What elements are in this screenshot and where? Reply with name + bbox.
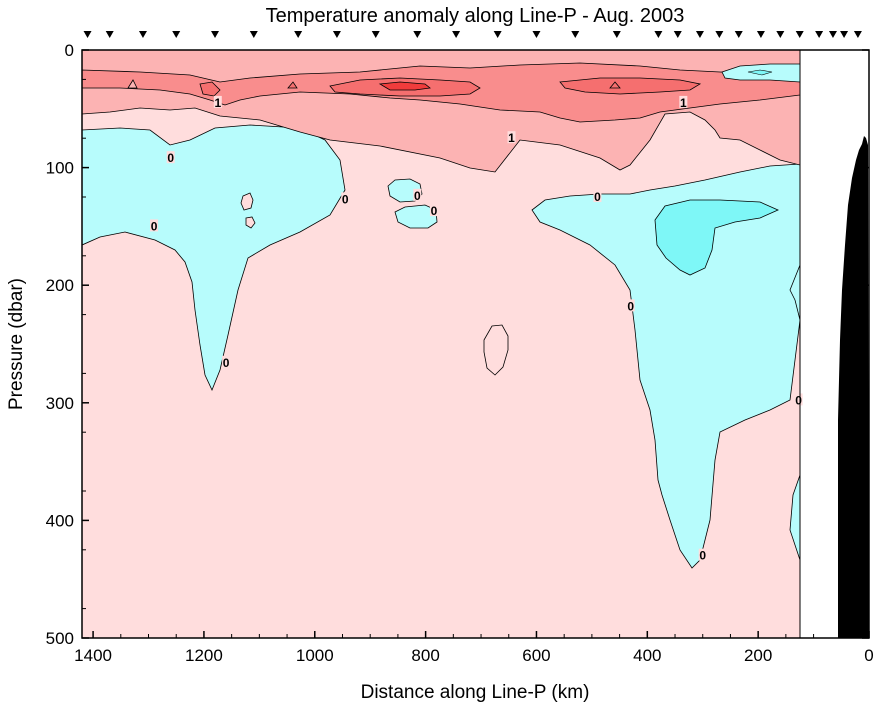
chart-title: Temperature anomaly along Line-P - Aug. …: [266, 5, 685, 27]
station-marker: [332, 31, 341, 38]
station-marker: [532, 31, 541, 38]
contour-label-bg: [626, 299, 635, 312]
region-positive-core: [378, 81, 431, 91]
station-marker: [776, 31, 785, 38]
contour-label: 0: [627, 299, 634, 313]
x-tick-label: 600: [522, 646, 550, 665]
station-marker: [571, 31, 580, 38]
station-marker: [105, 31, 114, 38]
region-positive-3-4-c: [199, 81, 221, 97]
contour-label-bg: [429, 204, 438, 217]
station-marker: [172, 31, 181, 38]
contour-label: 0: [151, 219, 158, 233]
region-positive-3-4-b: [559, 77, 702, 95]
contour-label-bg: [222, 355, 231, 368]
contour-label-bg: [507, 131, 516, 144]
contour-label-bg: [150, 219, 159, 232]
station-marker: [138, 31, 147, 38]
y-tick-label: 300: [46, 394, 74, 413]
contour-field: [82, 50, 800, 638]
station-marker: [756, 31, 765, 38]
contour-label-bg: [166, 151, 175, 164]
contour-label-bg: [698, 548, 707, 561]
station-marker: [371, 31, 380, 38]
contour-label: 0: [342, 192, 349, 206]
station-marker: [828, 31, 837, 38]
contour-label: 1: [680, 96, 687, 110]
region-negative-west: [82, 124, 346, 392]
contour-label: 0: [414, 189, 421, 203]
region-marker-triangle-b: [287, 81, 298, 89]
station-marker: [211, 31, 220, 38]
y-tick-label: 0: [65, 41, 74, 60]
contour-label-bg: [593, 190, 602, 202]
region-negative-northeast-core: [747, 69, 773, 76]
x-tick-label: 1200: [185, 646, 223, 665]
contour-label: 0: [167, 151, 174, 165]
station-marker: [413, 31, 422, 38]
station-marker: [493, 31, 502, 38]
region-negative-mid-b: [394, 204, 438, 229]
contour-label-bg: [794, 393, 803, 406]
y-axis-title: Pressure (dbar): [6, 278, 27, 410]
x-tick-label: 800: [411, 646, 439, 665]
plot-frame: [81, 49, 870, 639]
contour-label: 0: [699, 549, 706, 563]
station-marker: [695, 31, 704, 38]
station-marker: [795, 31, 804, 38]
x-tick-label: 1400: [74, 646, 112, 665]
station-marker: [249, 31, 258, 38]
station-marker: [734, 31, 743, 38]
station-marker: [612, 31, 621, 38]
station-marker: [83, 31, 92, 38]
contour-label-bg: [213, 95, 222, 108]
y-tick-label: 100: [46, 159, 74, 178]
station-marker: [654, 31, 663, 38]
contour-label-bg: [413, 188, 422, 201]
y-tick-label: 500: [46, 629, 74, 648]
region-marker-triangle-a: [127, 79, 138, 89]
contour-label: 0: [431, 204, 438, 218]
contour-label: 0: [223, 356, 230, 370]
station-marker: [673, 31, 682, 38]
station-marker: [853, 31, 862, 38]
region-negative-east-strong: [654, 199, 779, 276]
region-marker-triangle-c: [609, 81, 621, 89]
island-west-b: [245, 216, 256, 229]
region-positive-mid-bump: [483, 324, 509, 376]
station-marker: [452, 31, 461, 38]
x-axis: 1400 1200 1000 800 600 400 200 0: [74, 631, 874, 665]
x-axis-title: Distance along Line-P (km): [361, 682, 590, 703]
station-marker: [715, 31, 724, 38]
contour-label-bg: [679, 95, 688, 108]
x-tick-label: 1000: [296, 646, 334, 665]
station-marker: [840, 31, 849, 38]
x-tick-label: 400: [633, 646, 661, 665]
bathymetry: [838, 136, 869, 638]
contour-label: 0: [795, 393, 802, 407]
contour-label: 1: [214, 96, 221, 110]
station-markers: [83, 31, 862, 38]
contour-label: 0: [594, 190, 601, 204]
x-tick-label: 0: [864, 646, 873, 665]
station-marker: [294, 31, 303, 38]
contour-label-bg: [341, 192, 350, 205]
island-west-a: [240, 192, 254, 211]
region-negative-east: [531, 163, 800, 569]
y-tick-label: 200: [46, 276, 74, 295]
x-tick-label: 200: [744, 646, 772, 665]
y-tick-label: 400: [46, 511, 74, 530]
contour-label: 1: [508, 131, 515, 145]
station-marker: [815, 31, 824, 38]
